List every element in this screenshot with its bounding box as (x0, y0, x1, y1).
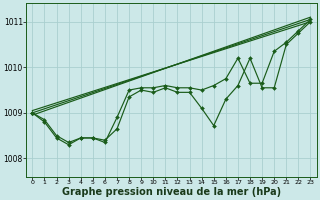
X-axis label: Graphe pression niveau de la mer (hPa): Graphe pression niveau de la mer (hPa) (62, 187, 281, 197)
